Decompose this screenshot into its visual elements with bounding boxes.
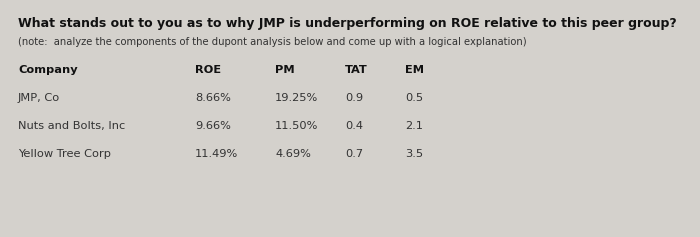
Text: Yellow Tree Corp: Yellow Tree Corp bbox=[18, 149, 111, 159]
Text: 0.9: 0.9 bbox=[345, 93, 363, 103]
Text: 8.66%: 8.66% bbox=[195, 93, 231, 103]
Text: 0.5: 0.5 bbox=[405, 93, 423, 103]
Text: TAT: TAT bbox=[345, 65, 368, 75]
Text: 11.49%: 11.49% bbox=[195, 149, 238, 159]
Text: Company: Company bbox=[18, 65, 78, 75]
Text: EM: EM bbox=[405, 65, 424, 75]
Text: PM: PM bbox=[275, 65, 295, 75]
Text: 19.25%: 19.25% bbox=[275, 93, 318, 103]
Text: 3.5: 3.5 bbox=[405, 149, 423, 159]
Text: 0.7: 0.7 bbox=[345, 149, 363, 159]
Text: ROE: ROE bbox=[195, 65, 221, 75]
Text: What stands out to you as to why JMP is underperforming on ROE relative to this : What stands out to you as to why JMP is … bbox=[18, 17, 677, 30]
Text: 4.69%: 4.69% bbox=[275, 149, 311, 159]
Text: 11.50%: 11.50% bbox=[275, 121, 318, 131]
Text: (note:  analyze the components of the dupont analysis below and come up with a l: (note: analyze the components of the dup… bbox=[18, 37, 526, 47]
Text: JMP, Co: JMP, Co bbox=[18, 93, 60, 103]
Text: Nuts and Bolts, Inc: Nuts and Bolts, Inc bbox=[18, 121, 125, 131]
Text: 9.66%: 9.66% bbox=[195, 121, 231, 131]
Text: 0.4: 0.4 bbox=[345, 121, 363, 131]
Text: 2.1: 2.1 bbox=[405, 121, 423, 131]
